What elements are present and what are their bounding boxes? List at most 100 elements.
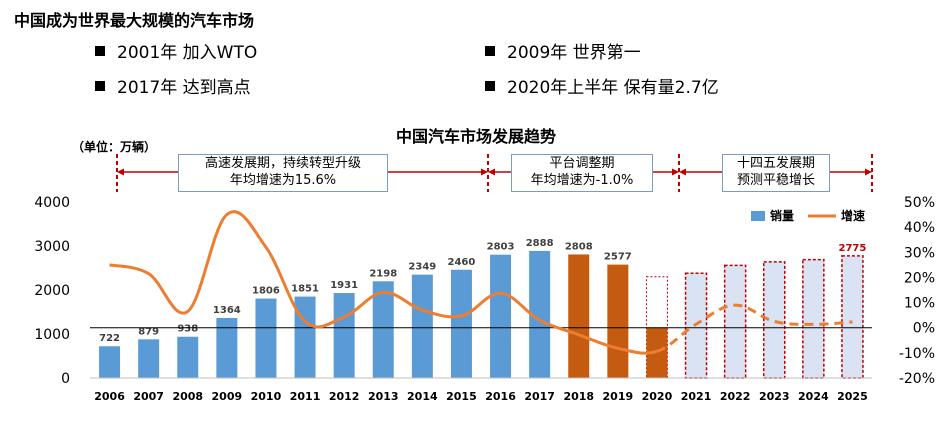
x-tick-label: 2023: [759, 390, 790, 403]
bar-data-label: 2808: [565, 241, 593, 252]
right-axis-tick-label: 50%: [904, 195, 935, 211]
bar-data-label: 2460: [448, 257, 476, 268]
right-axis-tick-label: 20%: [904, 270, 935, 286]
right-axis-tick-label: 0%: [913, 321, 935, 337]
left-axis-tick-label: 0: [61, 371, 70, 387]
bullet-wto: 2001年 加入WTO: [95, 38, 257, 63]
right-axis-tick-label: -20%: [899, 371, 935, 387]
x-tick-label: 2025: [837, 390, 868, 403]
bullet-text: 2017年 达到高点: [117, 78, 251, 98]
x-tick-label: 2014: [407, 390, 438, 403]
bar-2015: [450, 269, 472, 378]
phase-line2: 预测平稳增长: [736, 173, 815, 188]
phase-arrow-high-growth-head-right: [481, 168, 488, 176]
bullet-peak: 2017年 达到高点: [95, 73, 251, 98]
bullet-text: 2009年 世界第一: [507, 43, 641, 63]
x-tick-label: 2021: [681, 390, 712, 403]
x-tick-label: 2019: [603, 390, 634, 403]
bar-data-label: 2577: [604, 252, 632, 263]
bar-data-label: 1806: [252, 286, 280, 297]
legend-label-sales: 销量: [770, 208, 794, 223]
x-tick-label: 2007: [133, 390, 164, 403]
growth-line-forecast: [656, 303, 853, 353]
x-tick-label: 2016: [485, 390, 516, 403]
bar-data-label: 938: [177, 324, 198, 335]
x-tick-label: 2011: [290, 390, 321, 403]
bar-2019: [607, 264, 629, 378]
bar-data-label: 1851: [291, 284, 319, 295]
x-tick-label: 2020: [642, 390, 673, 403]
bullet-text: 2001年 加入WTO: [117, 43, 258, 63]
bullet-square-icon: [95, 46, 105, 56]
phase-arrow-adjustment-head-right: [672, 168, 679, 176]
left-axis-tick-label: 4000: [34, 195, 70, 211]
bar-data-label: 2349: [408, 262, 436, 273]
legend-swatch-sales: [751, 211, 765, 221]
x-tick-label: 2022: [720, 390, 751, 403]
bar-2013: [372, 281, 394, 378]
bullet-square-icon: [485, 46, 495, 56]
x-tick-label: 2013: [368, 390, 399, 403]
phase-arrow-14th-plan-head-right: [865, 168, 872, 176]
right-axis-tick-label: 40%: [904, 220, 935, 236]
x-tick-label: 2006: [94, 390, 125, 403]
right-axis-tick-label: 30%: [904, 245, 935, 261]
legend-label-growth: 增速: [841, 208, 865, 223]
left-axis-tick-label: 1000: [34, 327, 70, 343]
bar-2006: [99, 346, 121, 378]
phase-box-14th-plan: 十四五发展期 预测平稳增长: [722, 154, 830, 192]
bullet-world-first: 2009年 世界第一: [485, 38, 641, 63]
phase-box-high-growth: 高速发展期，持续转型升级 年均增速为15.6%: [178, 154, 388, 192]
bar-data-label: 2888: [526, 238, 554, 249]
bar-data-label: 879: [138, 326, 159, 337]
bar-2016: [490, 254, 512, 378]
phase-line1: 平台调整期: [549, 156, 615, 171]
left-axis-tick-label: 2000: [34, 283, 70, 299]
phase-arrow-high-growth-head-left: [117, 168, 124, 176]
phase-line1: 高速发展期，持续转型升级: [204, 156, 361, 171]
bar-data-label: 2198: [369, 268, 397, 279]
unit-label: （单位：万辆）: [72, 139, 156, 154]
right-axis-tick-label: -10%: [899, 346, 935, 362]
bar-2018: [568, 254, 590, 378]
bar-data-label: 2803: [487, 242, 515, 253]
bullet-square-icon: [95, 81, 105, 91]
x-tick-label: 2024: [798, 390, 829, 403]
bar-2008: [177, 336, 199, 378]
x-tick-label: 2010: [251, 390, 282, 403]
bar-2022: [723, 264, 747, 379]
right-axis-tick-label: 10%: [904, 296, 935, 312]
bar-data-label: 2775: [839, 243, 867, 254]
phase-box-adjustment: 平台调整期 年均增速为-1.0%: [511, 154, 653, 192]
page-title: 中国成为世界最大规模的汽车市场: [14, 11, 255, 30]
phase-arrow-14th-plan-head-left: [679, 168, 686, 176]
phase-line1: 十四五发展期: [736, 156, 815, 171]
bar-data-label: 1364: [213, 305, 241, 316]
x-tick-label: 2012: [329, 390, 360, 403]
phase-line2: 年均增速为15.6%: [229, 173, 337, 188]
x-tick-label: 2018: [563, 390, 594, 403]
bar-2025: [841, 255, 864, 379]
bar-2017: [529, 250, 551, 378]
bar-2024: [802, 258, 825, 379]
x-tick-label: 2009: [212, 390, 243, 403]
bullet-text: 2020年上半年 保有量2.7亿: [507, 78, 719, 98]
bar-data-label: 722: [99, 333, 120, 344]
x-tick-label: 2017: [524, 390, 555, 403]
bar-data-label: 1931: [330, 280, 358, 291]
bullet-ownership: 2020年上半年 保有量2.7亿: [485, 73, 719, 98]
left-axis-tick-label: 3000: [34, 239, 70, 255]
bar-2010: [255, 298, 277, 378]
bar-2012: [333, 293, 355, 378]
bar-2007: [138, 339, 160, 378]
growth-line-actual: [109, 210, 658, 355]
phase-arrow-adjustment-head-left: [488, 168, 495, 176]
bar-2014: [411, 274, 433, 378]
x-tick-label: 2015: [446, 390, 477, 403]
bullet-square-icon: [485, 81, 495, 91]
bar-2009: [216, 317, 238, 378]
x-tick-label: 2008: [172, 390, 203, 403]
bar-2011: [294, 296, 316, 378]
chart-title: 中国汽车市场发展趋势: [396, 127, 556, 146]
